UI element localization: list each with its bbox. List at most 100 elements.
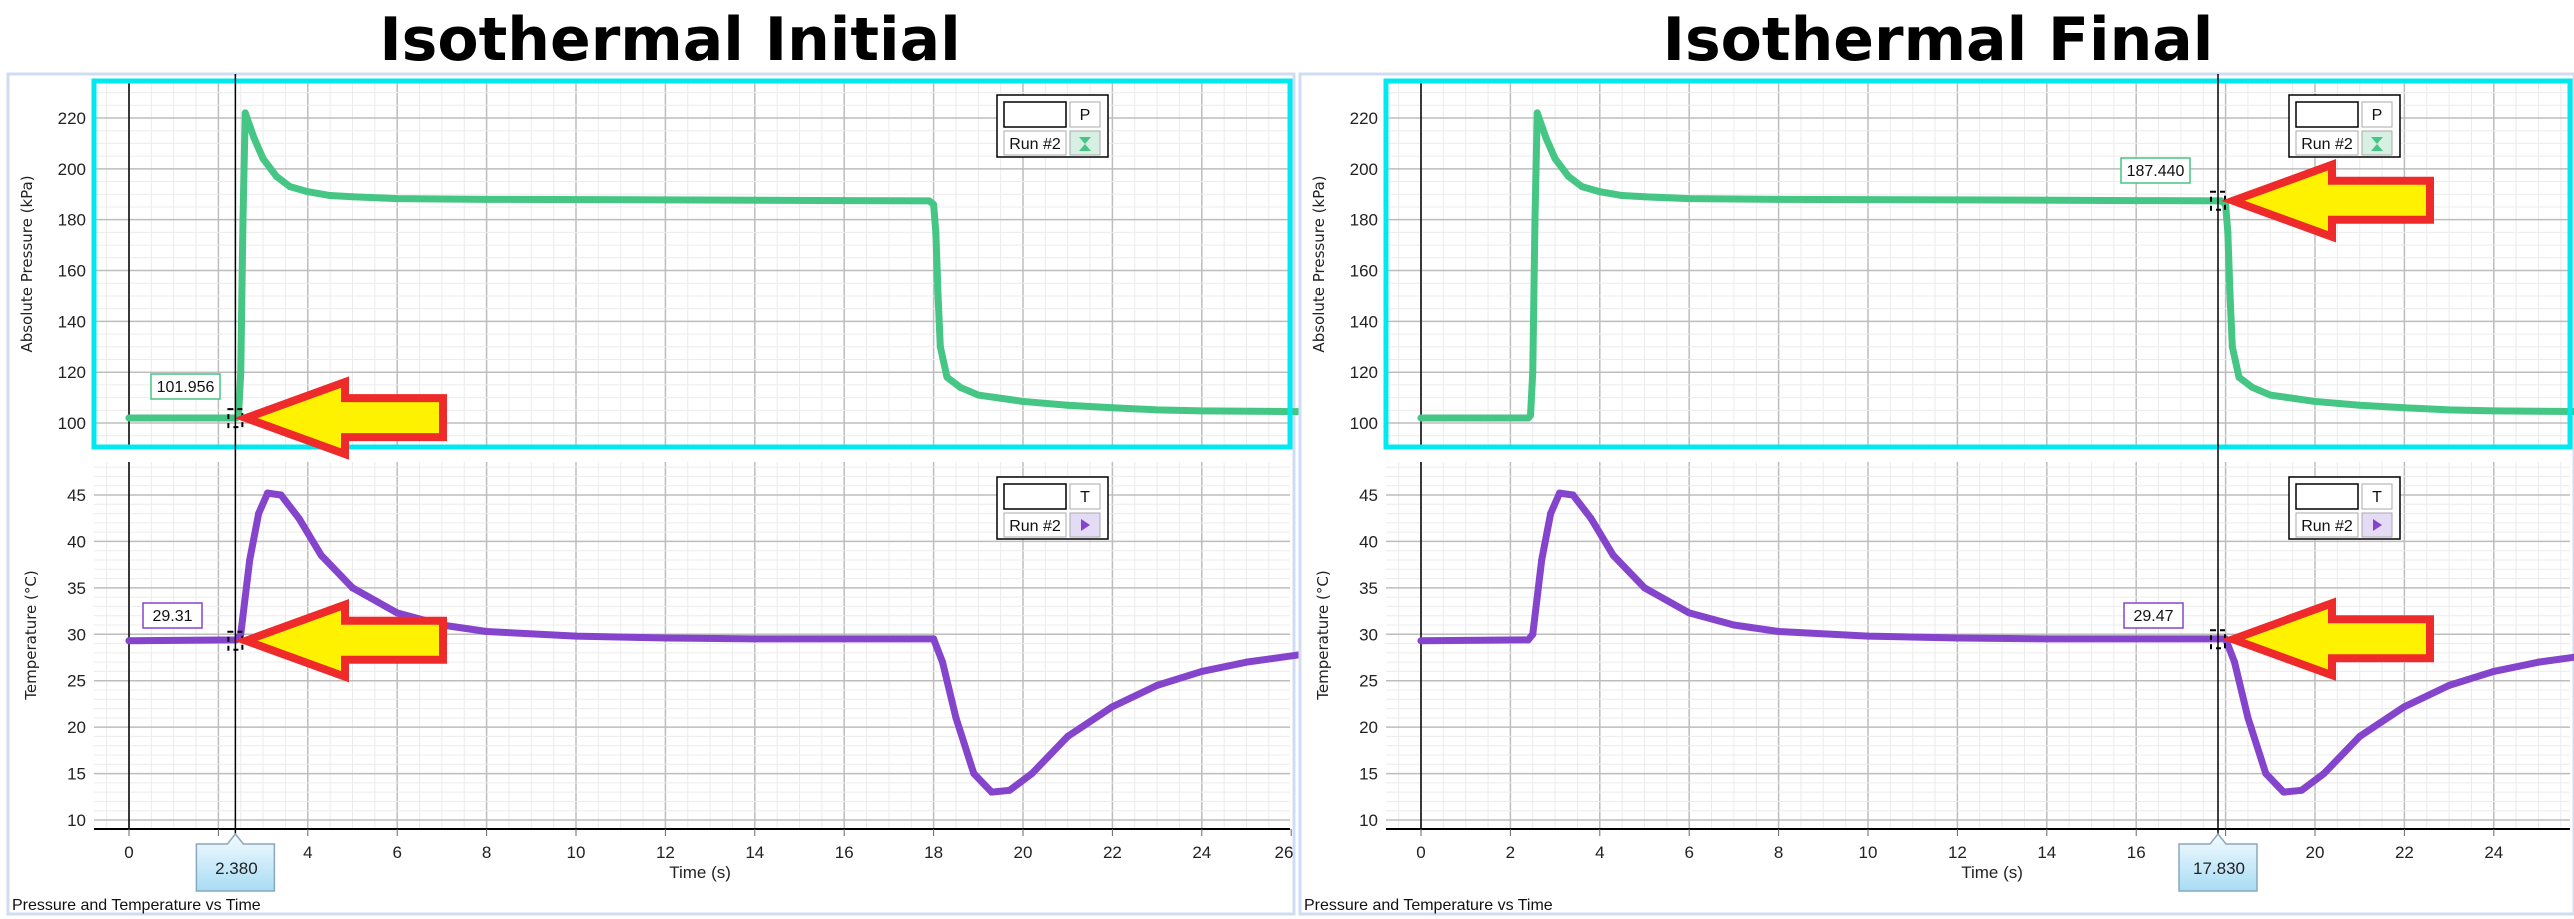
x-tick-label: 6 [1684, 843, 1693, 862]
legend[interactable]: P Run #2 [2288, 94, 2401, 158]
y-tick-label: 45 [67, 486, 86, 505]
data-point [1547, 510, 1555, 518]
legend-measurement: T [1080, 489, 1090, 506]
cursor-time-handle[interactable] [195, 832, 276, 892]
legend-measure-box [2361, 483, 2393, 510]
data-point [277, 491, 285, 499]
x-tick-label: 0 [1416, 843, 1425, 862]
temperature-chart[interactable]: 10 15 20 25 30 35 40 45 Temperature (°C) 29.31 T Ru… [22, 462, 1304, 830]
data-point [572, 632, 580, 640]
annotation-arrow [234, 376, 447, 460]
y-tick-label: 15 [67, 765, 86, 784]
cursor-time-value: 17.830 [2193, 859, 2245, 878]
y-axis-label: Temperature (°C) [22, 570, 40, 700]
data-point [1198, 407, 1206, 415]
y-tick-label: 40 [1359, 532, 1378, 551]
data-point [2262, 770, 2270, 778]
data-point [2244, 714, 2252, 722]
y-tick-label: 45 [1359, 486, 1378, 505]
hourglass-icon [2371, 137, 2383, 151]
readout-box [2123, 602, 2184, 629]
legend-run: Run #2 [1009, 136, 1061, 153]
data-point [1533, 109, 1541, 117]
data-point [2490, 667, 2498, 675]
y-tick-label: 180 [1350, 211, 1378, 230]
data-point [349, 193, 356, 201]
pressure-chart[interactable]: 100 120 140 160 180 200 220 Absolute Pressure (… [1310, 78, 2574, 450]
data-point [1578, 183, 1586, 191]
legend-run-box [1003, 130, 1067, 156]
data-point [2224, 228, 2232, 236]
data-point [1028, 770, 1036, 778]
y-tick-label: 40 [67, 532, 86, 551]
data-point [1417, 414, 1425, 422]
data-point [1953, 196, 1961, 204]
panel-title: Isothermal Final [1663, 5, 2214, 75]
y-tick-label: 180 [58, 211, 86, 230]
selected-chart-highlight [91, 78, 1293, 450]
legend[interactable]: P Run #2 [996, 94, 1109, 158]
readout-box [2120, 157, 2191, 184]
data-point [1587, 514, 1595, 522]
data-point [1527, 411, 1535, 419]
data-point [2356, 732, 2364, 740]
legend-input[interactable] [1003, 101, 1067, 128]
y-axis-label: Absolute Pressure (kPa) [18, 175, 36, 352]
legend[interactable]: T Run #2 [2288, 476, 2401, 540]
cursor-time-handle[interactable] [2178, 832, 2258, 892]
data-point [2311, 397, 2319, 405]
y-tick-label: 35 [67, 579, 86, 598]
x-tick-label: 24 [2484, 843, 2503, 862]
data-point [840, 197, 848, 205]
data-point [2400, 404, 2408, 412]
legend-measurement: T [2372, 489, 2382, 506]
x-tick-label: 22 [2395, 843, 2414, 862]
data-point [250, 134, 258, 142]
legend-input[interactable] [1003, 483, 1067, 510]
temperature-chart[interactable]: 10 15 20 25 30 35 40 45 Temperature (°C) 29.47 T Ru… [1314, 462, 2574, 830]
data-point [939, 658, 947, 666]
x-tick-label: 0 [124, 843, 133, 862]
legend-input[interactable] [2295, 101, 2359, 128]
data-point [1198, 667, 1206, 675]
x-tick-label: 16 [2127, 843, 2146, 862]
data-point [1569, 491, 1577, 499]
panel-2: Isothermal Final100120140160180200220Abs… [1298, 5, 2574, 916]
data-point [974, 391, 982, 399]
chart-footer-title: Pressure and Temperature vs Time [1304, 897, 1553, 914]
x-tick-label: 20 [1014, 843, 1033, 862]
data-point [952, 714, 960, 722]
y-tick-label: 220 [1350, 109, 1378, 128]
legend[interactable]: T Run #2 [996, 476, 1109, 540]
pressure-chart[interactable]: 100 120 140 160 180 200 220 Absolute Pressure (… [18, 78, 1304, 460]
data-point [1542, 134, 1550, 142]
data-point [1551, 155, 1559, 163]
data-point [1153, 406, 1161, 414]
x-tick-label: 16 [835, 843, 854, 862]
data-point [930, 200, 938, 208]
data-point [393, 609, 401, 617]
data-point [1064, 401, 1072, 409]
data-point [936, 343, 944, 351]
data-point [1153, 681, 1161, 689]
legend-style-button[interactable] [2361, 512, 2393, 538]
data-point [661, 196, 669, 204]
data-point [1417, 637, 1425, 645]
data-point [1685, 195, 1693, 203]
readout-value: 187.440 [2127, 163, 2185, 180]
plot-area[interactable] [94, 81, 1290, 447]
data-point [1019, 397, 1027, 405]
data-point [1864, 632, 1872, 640]
y-axis-label: Temperature (°C) [1314, 570, 1332, 700]
y-tick-label: 30 [67, 625, 86, 644]
y-tick-label: 10 [67, 811, 86, 830]
data-point [2231, 658, 2239, 666]
data-point [2132, 197, 2140, 205]
data-point [1529, 368, 1537, 376]
x-tick-label: 2 [1506, 843, 1515, 862]
legend-input[interactable] [2295, 483, 2359, 510]
x-tick-label: 4 [1595, 843, 1604, 862]
y-axis-label: Absolute Pressure (kPa) [1310, 175, 1328, 352]
y-tick-label: 200 [58, 160, 86, 179]
data-point [295, 514, 303, 522]
